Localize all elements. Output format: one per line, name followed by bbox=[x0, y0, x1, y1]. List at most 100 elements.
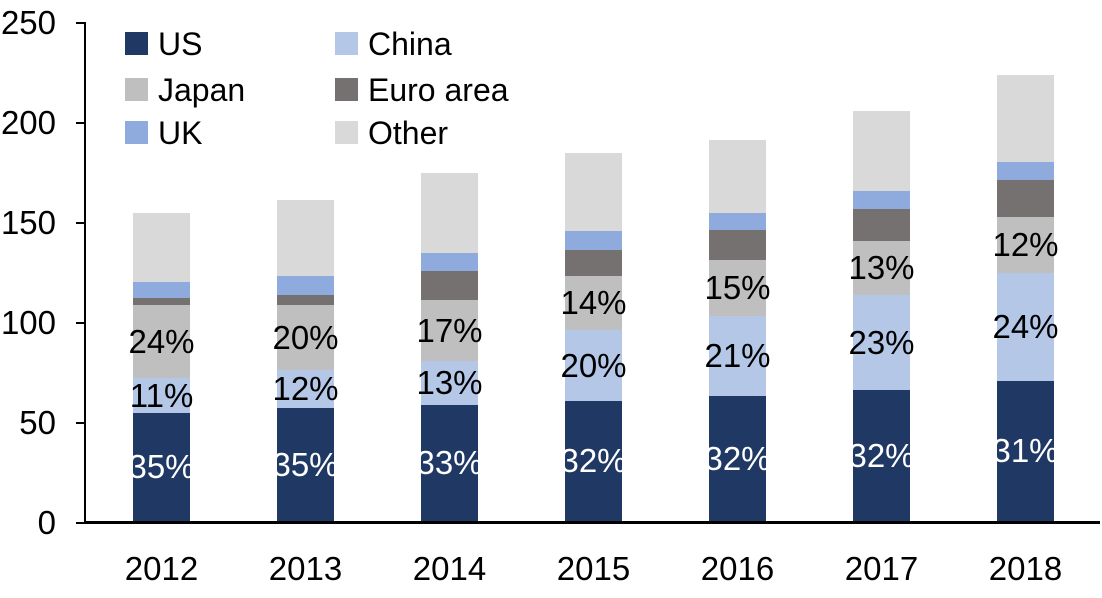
bar-segment-uk-2013 bbox=[277, 276, 334, 295]
bar-segment-uk-2017 bbox=[853, 191, 910, 209]
y-tick-label: 0 bbox=[37, 504, 56, 541]
data-label-china-2014: 13% bbox=[416, 364, 483, 401]
data-label-china-2013: 12% bbox=[272, 370, 339, 407]
bar-segment-other-2012 bbox=[133, 213, 190, 282]
bar-segment-japan-2018 bbox=[997, 217, 1054, 273]
legend-item-china: China bbox=[335, 28, 452, 60]
bar-segment-japan-2013 bbox=[277, 305, 334, 370]
data-label-japan-2017: 13% bbox=[848, 249, 915, 286]
bar-segment-japan-2016 bbox=[709, 260, 766, 316]
data-label-japan-2012: 24% bbox=[128, 322, 195, 360]
bar-segment-other-2016 bbox=[709, 140, 766, 213]
x-axis-line bbox=[84, 521, 1100, 524]
y-tick-mark bbox=[76, 122, 84, 124]
y-tick-mark bbox=[76, 22, 84, 24]
legend-label-japan: Japan bbox=[158, 71, 246, 108]
legend-label-us: US bbox=[158, 25, 203, 62]
y-tick-mark bbox=[76, 422, 84, 424]
bar-segment-other-2015 bbox=[565, 153, 622, 231]
bar-segment-euro-area-2012 bbox=[133, 298, 190, 305]
bar-segment-other-2014 bbox=[421, 173, 478, 253]
bar-segment-japan-2017 bbox=[853, 241, 910, 295]
data-label-japan-2015: 14% bbox=[560, 284, 627, 321]
x-tick-label: 2017 bbox=[844, 550, 919, 587]
x-tick-label: 2014 bbox=[412, 550, 487, 587]
data-label-us-2012: 35% bbox=[128, 448, 195, 485]
y-tick-label: 150 bbox=[0, 204, 56, 241]
bar-segment-china-2014 bbox=[421, 361, 478, 405]
y-tick-label: 200 bbox=[0, 104, 56, 141]
legend-swatch-japan bbox=[125, 78, 148, 101]
data-label-us-2017: 32% bbox=[848, 436, 915, 474]
data-label-china-2012: 11% bbox=[129, 376, 194, 414]
bar-segment-china-2018 bbox=[997, 273, 1054, 381]
data-label-us-2015: 32% bbox=[560, 442, 627, 479]
legend-swatch-china bbox=[335, 32, 358, 55]
bar-segment-euro-area-2014 bbox=[421, 271, 478, 300]
y-tick-label: 50 bbox=[19, 404, 56, 441]
bar-segment-japan-2014 bbox=[421, 300, 478, 361]
legend-swatch-other bbox=[335, 121, 358, 144]
bar-segment-us-2014 bbox=[421, 405, 478, 521]
x-tick-label: 2013 bbox=[268, 550, 343, 587]
bar-segment-us-2012 bbox=[133, 413, 190, 521]
legend-swatch-uk bbox=[125, 121, 148, 144]
legend-item-uk: UK bbox=[125, 117, 202, 149]
bar-segment-us-2016 bbox=[709, 396, 766, 521]
legend-label-uk: UK bbox=[158, 114, 203, 151]
y-tick-mark bbox=[76, 222, 84, 224]
x-tick-label: 2016 bbox=[700, 550, 775, 587]
data-label-japan-2013: 20% bbox=[272, 318, 339, 356]
bar-segment-china-2012 bbox=[133, 378, 190, 413]
bar-segment-euro-area-2016 bbox=[709, 230, 766, 260]
bar-segment-japan-2015 bbox=[565, 276, 622, 330]
bar-segment-euro-area-2013 bbox=[277, 295, 334, 305]
data-label-us-2016: 32% bbox=[704, 439, 771, 477]
data-label-japan-2014: 17% bbox=[416, 311, 483, 349]
bar-segment-china-2015 bbox=[565, 330, 622, 401]
bar-segment-other-2017 bbox=[853, 111, 910, 191]
bar-segment-euro-area-2018 bbox=[997, 180, 1054, 217]
bar-segment-us-2015 bbox=[565, 401, 622, 521]
x-tick-label: 2015 bbox=[556, 550, 631, 587]
data-label-china-2017: 23% bbox=[848, 323, 915, 361]
bar-segment-us-2017 bbox=[853, 390, 910, 521]
data-label-us-2013: 35% bbox=[272, 445, 339, 483]
legend-label-euro-area: Euro area bbox=[368, 71, 509, 108]
legend-item-japan: Japan bbox=[125, 74, 245, 106]
bar-segment-uk-2015 bbox=[565, 231, 622, 250]
data-label-japan-2016: 15% bbox=[704, 269, 771, 306]
data-label-japan-2018: 12% bbox=[992, 226, 1059, 263]
bar-segment-us-2018 bbox=[997, 381, 1054, 521]
bar-segment-uk-2012 bbox=[133, 282, 190, 298]
bar-segment-uk-2016 bbox=[709, 213, 766, 230]
legend-label-other: Other bbox=[368, 114, 449, 151]
legend-swatch-euro-area bbox=[335, 78, 358, 101]
data-label-us-2014: 33% bbox=[416, 444, 483, 481]
y-tick-mark bbox=[76, 522, 84, 524]
data-label-china-2015: 20% bbox=[560, 346, 627, 384]
bar-segment-japan-2012 bbox=[133, 305, 190, 378]
legend-item-euro-area: Euro area bbox=[335, 74, 509, 106]
bar-segment-other-2018 bbox=[997, 75, 1054, 162]
data-label-us-2018: 31% bbox=[992, 432, 1059, 469]
bar-segment-uk-2014 bbox=[421, 253, 478, 271]
bar-segment-uk-2018 bbox=[997, 162, 1054, 180]
bar-segment-other-2013 bbox=[277, 200, 334, 276]
bar-segment-euro-area-2015 bbox=[565, 250, 622, 276]
data-label-china-2016: 21% bbox=[704, 337, 771, 374]
x-tick-label: 2012 bbox=[124, 550, 199, 587]
y-tick-mark bbox=[76, 322, 84, 324]
legend-label-china: China bbox=[368, 25, 452, 62]
bar-segment-china-2017 bbox=[853, 295, 910, 390]
y-tick-label: 100 bbox=[0, 304, 56, 341]
x-tick-label: 2018 bbox=[988, 550, 1063, 587]
y-tick-label: 250 bbox=[0, 4, 56, 41]
bar-segment-euro-area-2017 bbox=[853, 209, 910, 241]
y-axis-line bbox=[84, 22, 86, 524]
bar-segment-china-2013 bbox=[277, 370, 334, 408]
legend-swatch-us bbox=[125, 32, 148, 55]
data-label-china-2018: 24% bbox=[992, 308, 1059, 345]
bar-segment-us-2013 bbox=[277, 408, 334, 521]
